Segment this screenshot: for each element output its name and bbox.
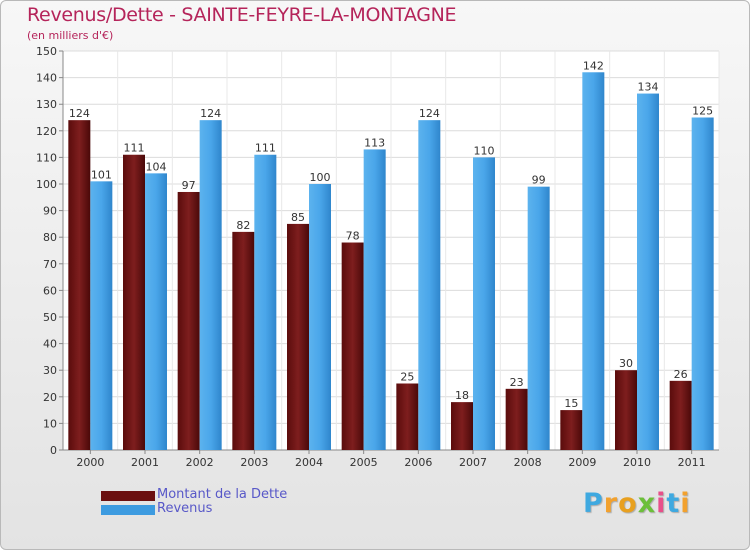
y-tick-label: 10 [43, 417, 57, 430]
data-label: 100 [310, 171, 331, 184]
data-label: 25 [400, 371, 414, 384]
y-tick-label: 60 [43, 284, 57, 297]
legend-swatch-dette [101, 491, 155, 501]
data-label: 23 [510, 376, 524, 389]
bar-dette [232, 231, 255, 450]
y-tick-label: 130 [36, 98, 57, 111]
bar-revenus [199, 120, 222, 450]
bar-revenus [90, 181, 113, 450]
y-tick-label: 30 [43, 364, 57, 377]
data-label: 113 [364, 136, 385, 149]
x-tick-label: 2003 [240, 456, 268, 469]
bar-dette [669, 380, 692, 450]
axis-layer: 0 10 20 30 40 50 60 70 80 90 100 110 120 130 140 150 200… [36, 45, 719, 469]
bar-dette [123, 154, 145, 451]
x-tick-label: 2002 [186, 456, 214, 469]
y-tick-label: 70 [43, 258, 57, 271]
x-tick-label: 2006 [404, 456, 432, 469]
y-tick-label: 150 [36, 45, 57, 58]
logo-letter: i [680, 488, 691, 519]
x-tick-label: 2004 [295, 456, 323, 469]
data-label: 26 [674, 368, 688, 381]
legend-swatch-revenus [101, 505, 155, 515]
y-tick-label: 80 [43, 231, 57, 244]
logo-letter: o [618, 488, 638, 519]
logo-letter: P [583, 488, 604, 519]
data-label: 104 [146, 160, 167, 173]
y-tick-label: 140 [36, 72, 57, 85]
data-label: 15 [564, 397, 578, 410]
data-label: 97 [182, 179, 196, 192]
y-tick-label: 20 [43, 391, 57, 404]
logo-letter: r [603, 488, 619, 519]
x-tick-label: 2007 [459, 456, 487, 469]
x-tick-label: 2000 [76, 456, 104, 469]
bar-dette [615, 370, 637, 450]
logo-letter: t [666, 488, 681, 519]
data-label: 110 [474, 144, 495, 157]
data-label: 125 [692, 105, 713, 118]
bar-revenus [363, 149, 386, 451]
y-tick-label: 120 [36, 125, 57, 138]
y-tick-label: 50 [43, 311, 57, 324]
bar-revenus [145, 173, 167, 451]
proxiti-logo: Proxiti [583, 488, 691, 519]
y-tick-label: 90 [43, 205, 57, 218]
data-label: 18 [455, 389, 469, 402]
y-tick-label: 40 [43, 338, 57, 351]
logo-letter: i [656, 488, 667, 519]
bars-layer [68, 72, 714, 451]
x-tick-label: 2005 [350, 456, 378, 469]
bar-dette [341, 242, 364, 450]
logo-letter: x [637, 488, 657, 519]
y-tick-label: 100 [36, 178, 57, 191]
data-label: 111 [255, 142, 276, 155]
labels-layer: 1241011111049712482111851007811325124181… [69, 59, 713, 410]
bar-dette [505, 388, 528, 450]
bar-revenus [637, 93, 659, 450]
bar-revenus [691, 117, 714, 450]
data-label: 30 [619, 357, 633, 370]
x-tick-label: 2011 [678, 456, 706, 469]
data-label: 101 [91, 168, 112, 181]
data-label: 111 [124, 142, 145, 155]
bar-revenus [527, 186, 550, 450]
bar-dette [68, 120, 91, 450]
x-tick-label: 2009 [568, 456, 596, 469]
data-label: 82 [236, 219, 250, 232]
legend-label-dette: Montant de la Dette [157, 487, 288, 502]
x-tick-label: 2010 [623, 456, 651, 469]
bar-dette [451, 402, 473, 450]
bar-dette [560, 410, 583, 450]
data-label: 85 [291, 211, 305, 224]
bar-dette [287, 223, 309, 450]
data-label: 134 [638, 81, 659, 94]
y-tick-label: 0 [50, 444, 57, 457]
bar-dette [396, 383, 419, 450]
y-tick-label: 110 [36, 151, 57, 164]
bar-dette [177, 191, 200, 451]
chart-subtitle: (en milliers d'€) [27, 29, 114, 42]
data-label: 124 [200, 107, 221, 120]
data-label: 142 [583, 59, 604, 72]
data-label: 124 [69, 107, 90, 120]
data-label: 99 [532, 174, 546, 187]
bar-revenus [254, 154, 277, 451]
x-tick-label: 2001 [131, 456, 159, 469]
bar-revenus [309, 184, 331, 450]
bar-revenus [473, 157, 495, 450]
bar-revenus [418, 120, 441, 450]
legend-label-revenus: Revenus [157, 501, 213, 516]
x-tick-label: 2008 [514, 456, 542, 469]
data-label: 124 [419, 107, 440, 120]
chart-title: Revenus/Dette - SAINTE-FEYRE-LA-MONTAGNE [27, 4, 457, 26]
bar-revenus [582, 72, 605, 450]
data-label: 78 [346, 230, 360, 243]
